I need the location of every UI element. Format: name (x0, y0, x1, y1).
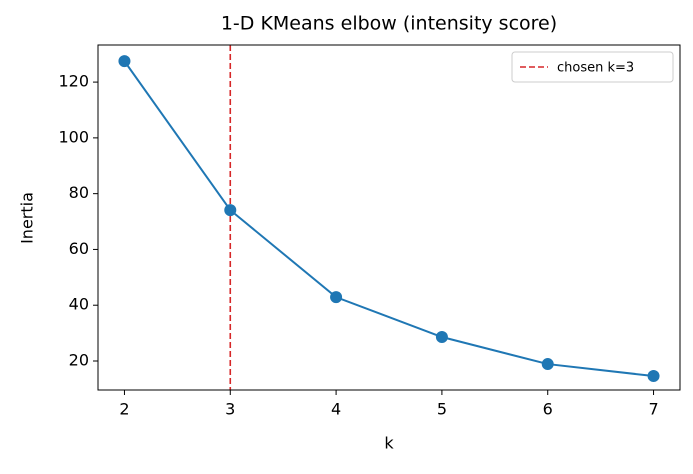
legend-box (511, 51, 674, 83)
y-tick-label: 60 (69, 239, 89, 258)
y-tick-label: 20 (69, 350, 89, 369)
y-axis-label: Inertia (18, 192, 37, 244)
point (541, 358, 554, 371)
y-tick-label: 40 (69, 295, 89, 314)
point (330, 291, 343, 304)
series-line (123, 60, 654, 378)
point (118, 55, 131, 68)
point (647, 370, 660, 383)
point (435, 331, 448, 344)
chart-title: 1-D KMeans elbow (intensity score) (221, 13, 557, 35)
legend-label: chosen k=3 (557, 61, 634, 76)
x-tick-label: 7 (648, 400, 658, 419)
x-tick-label: 6 (543, 400, 553, 419)
y-tick-label: 80 (69, 183, 89, 202)
y-tick-label: 120 (58, 72, 89, 91)
point (224, 204, 237, 217)
x-tick-label: 3 (225, 400, 235, 419)
y-tick-label: 100 (58, 127, 89, 146)
x-axis-label: k (384, 434, 394, 453)
x-tick-label: 4 (331, 400, 341, 419)
x-tick-label: 2 (119, 400, 129, 419)
plot-frame (97, 44, 681, 391)
x-tick-label: 5 (437, 400, 447, 419)
